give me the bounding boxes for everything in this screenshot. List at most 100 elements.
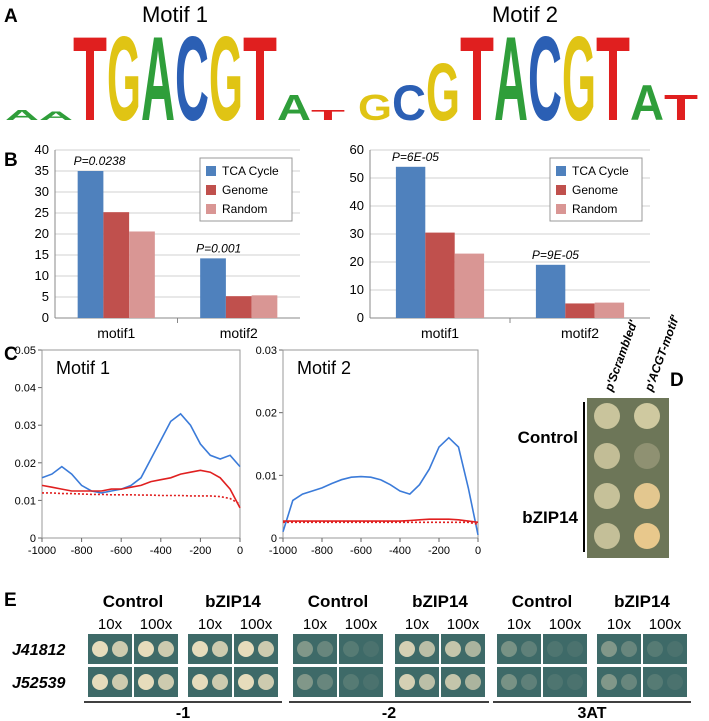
- y-tick-label: 50: [350, 170, 364, 185]
- colony: [258, 641, 274, 657]
- y-tick-label: 5: [42, 289, 49, 304]
- legend-label: TCA Cycle: [572, 164, 629, 178]
- colony: [419, 674, 435, 690]
- colony: [634, 523, 660, 549]
- y-tick-label: 0: [30, 533, 36, 545]
- x-tick-label: -400: [389, 545, 411, 557]
- y-tick-label: 40: [350, 198, 364, 213]
- colony: [92, 674, 108, 690]
- plot-frame: [282, 349, 479, 539]
- colony: [634, 403, 660, 429]
- logo-letter: G: [562, 13, 596, 146]
- strain-label: bZIP14: [205, 592, 261, 611]
- colony: [112, 674, 128, 690]
- y-tick-label: 30: [350, 226, 364, 241]
- dilution-label: 100x: [345, 616, 378, 633]
- p-value: P=0.001: [196, 241, 241, 255]
- bar: [129, 231, 155, 318]
- line: [41, 469, 241, 509]
- y-tick-label: 0.05: [15, 345, 36, 357]
- colony: [594, 523, 620, 549]
- colony: [158, 674, 174, 690]
- x-tick-label: motif1: [97, 325, 135, 341]
- strain-label: Control: [308, 592, 368, 611]
- x-tick-label: -800: [311, 545, 333, 557]
- logo-letter: T: [243, 13, 277, 146]
- dilution-label: 100x: [447, 616, 480, 633]
- logo-title: Motif 2: [492, 2, 558, 27]
- strain-label: Control: [103, 592, 163, 611]
- y-tick-label: 0: [357, 310, 364, 325]
- y-tick-label: 25: [35, 205, 49, 220]
- x-tick-label: -200: [189, 545, 211, 557]
- y-tick-label: 0.02: [256, 408, 277, 420]
- colony: [212, 641, 228, 657]
- line: [42, 492, 241, 505]
- row-label: bZIP14: [522, 508, 578, 527]
- chart-title: Motif 2: [297, 358, 351, 378]
- colony: [621, 641, 637, 657]
- y-tick-label: 40: [35, 142, 49, 157]
- colony: [567, 641, 583, 657]
- p-value: P=9E-05: [532, 248, 579, 262]
- legend-label: TCA Cycle: [222, 164, 279, 178]
- colony: [343, 674, 359, 690]
- colony: [419, 641, 435, 657]
- colony: [138, 674, 154, 690]
- colony: [501, 641, 517, 657]
- colony: [297, 674, 313, 690]
- colony: [594, 483, 620, 509]
- legend-swatch: [556, 166, 566, 176]
- colony: [343, 641, 359, 657]
- p-value: P=6E-05: [392, 150, 439, 164]
- colony: [212, 674, 228, 690]
- plot-frame: [41, 349, 241, 539]
- legend-swatch: [206, 166, 216, 176]
- y-tick-label: 35: [35, 163, 49, 178]
- panel-label: B: [4, 150, 18, 171]
- condition-label: -2: [382, 705, 396, 721]
- dilution-label: 100x: [140, 616, 173, 633]
- colony: [601, 674, 617, 690]
- y-tick-label: 0.01: [256, 470, 277, 482]
- logo-letter: C: [528, 13, 562, 146]
- legend-label: Genome: [222, 183, 268, 197]
- line: [41, 412, 241, 494]
- logo-letter: G: [358, 88, 392, 128]
- x-tick-label: motif2: [561, 325, 599, 341]
- colony: [192, 674, 208, 690]
- logo-letter: A: [277, 88, 311, 128]
- x-tick-label: motif2: [220, 325, 258, 341]
- logo-letter: A: [5, 108, 39, 124]
- legend-swatch: [206, 204, 216, 214]
- logo-letter: G: [107, 13, 141, 146]
- colony: [667, 674, 683, 690]
- logo-letter: T: [596, 13, 630, 146]
- x-tick-label: -800: [71, 545, 93, 557]
- condition-label: -1: [176, 705, 190, 721]
- plate-image: [597, 667, 641, 697]
- legend-swatch: [556, 204, 566, 214]
- colony: [399, 641, 415, 657]
- y-tick-label: 0.04: [15, 383, 36, 395]
- bar: [225, 296, 252, 318]
- y-tick-label: 0.03: [15, 420, 36, 432]
- bar: [565, 303, 595, 318]
- logo-letter: G: [426, 47, 460, 138]
- logo-letter: A: [39, 109, 74, 123]
- logo-letter: A: [141, 13, 175, 146]
- plate-image: [339, 634, 383, 664]
- colony: [647, 674, 663, 690]
- colony: [594, 443, 620, 469]
- bar: [103, 212, 130, 318]
- plate-image: [339, 667, 383, 697]
- y-tick-label: 30: [35, 184, 49, 199]
- colony: [647, 641, 663, 657]
- x-tick-label: motif1: [421, 325, 459, 341]
- bar: [251, 295, 278, 318]
- y-tick-label: 10: [350, 282, 364, 297]
- colony: [317, 674, 333, 690]
- plate-image: [597, 634, 641, 664]
- x-tick-label: -200: [428, 545, 450, 557]
